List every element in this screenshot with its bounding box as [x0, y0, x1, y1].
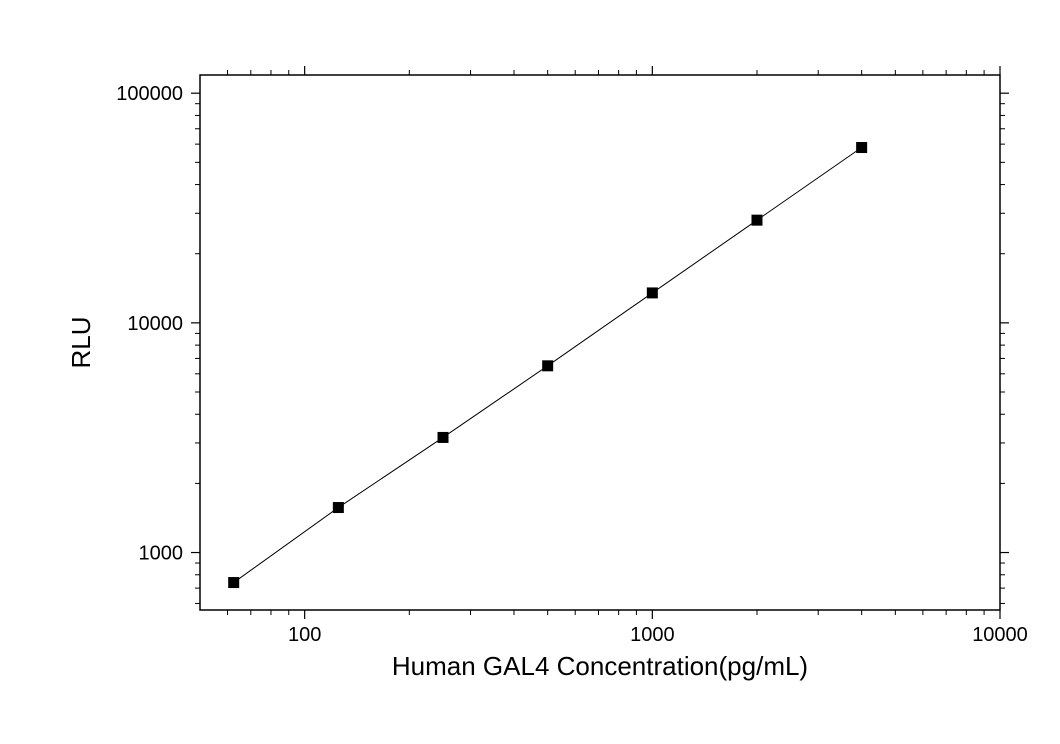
- y-tick-label: 100000: [116, 83, 183, 105]
- plot-border: [200, 75, 1000, 610]
- data-point-marker: [438, 432, 448, 442]
- y-tick-label: 10000: [127, 313, 183, 335]
- data-point-marker: [857, 143, 867, 153]
- data-point-marker: [647, 288, 657, 298]
- y-tick-label: 1000: [139, 543, 184, 565]
- data-point-marker: [752, 215, 762, 225]
- x-axis-label: Human GAL4 Concentration(pg/mL): [392, 651, 808, 681]
- data-point-marker: [333, 503, 343, 513]
- x-tick-label: 1000: [630, 624, 675, 646]
- x-tick-label: 100: [288, 624, 321, 646]
- data-point-marker: [543, 361, 553, 371]
- chart-container: 100 1000 10000 1000 10000 100000 Human GAL4 Co…: [0, 0, 1060, 744]
- data-point-marker: [229, 578, 239, 588]
- x-tick-label: 10000: [972, 624, 1028, 646]
- chart-svg: 100 1000 10000 1000 10000 100000 Human GAL4 Co…: [0, 0, 1060, 744]
- y-axis-label: RLU: [66, 316, 96, 368]
